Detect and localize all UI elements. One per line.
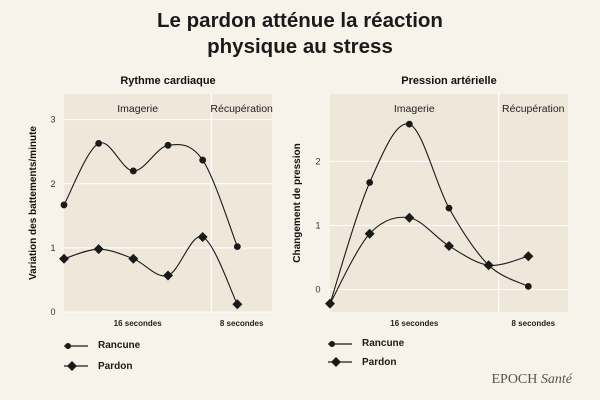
diamond-marker-icon [328,357,352,367]
chart1-time-label: 16 secondes [114,319,163,328]
chart1-y-axis-label: Variation des battements/minute [28,126,39,280]
chart1-time-label: 8 secondes [220,319,264,328]
chart1-phase-label: Imagerie [117,103,158,115]
chart2-y-axis-label: Changement de pression [292,143,303,262]
chart1-data-point-pardon [128,253,139,264]
chart1-data-point-rancune [233,243,241,251]
chart2-data-point-pardon [364,228,375,239]
chart2-data-point-rancune [524,282,532,290]
chart1-series-line-rancune [63,142,238,247]
chart1-tick-label: 2 [50,179,55,189]
chart2-data-point-pardon [325,298,335,309]
chart1-data-point-rancune [164,141,172,149]
chart2-data-point-rancune [405,120,413,128]
chart2-tick-label: 0 [315,285,320,295]
chart1-data-point-pardon [197,231,208,242]
chart2-time-label: 8 secondes [512,319,556,328]
chart1-chart-title: Rythme cardiaque [120,75,215,87]
title-line-2: physique au stress [207,35,393,58]
chart2-data-point-pardon [444,240,454,251]
page-title: Le pardon atténue la réaction physique a… [0,8,600,60]
title-line-1: Le pardon atténue la réaction [157,9,443,32]
legend-item-pardon: Pardon [62,360,132,372]
chart2-tick-label: 1 [315,220,320,230]
chart1-data-point-pardon [163,270,173,281]
chart1-tick-label: 3 [50,115,55,125]
chart1-data-point-pardon [232,299,243,310]
chart1-data-point-rancune [129,167,137,175]
chart1-data-point-rancune [95,139,103,147]
brand-logo: EPOCH Santé [491,372,572,388]
chart1-data-point-pardon [59,253,69,264]
chart1-tick-label: 0 [50,307,55,317]
legend2-label-rancune: Rancune [362,338,405,349]
chart2-tick-label: 2 [315,156,320,166]
circle-marker-icon [328,340,352,347]
legend2-item-pardon: Pardon [326,356,396,368]
chart2-data-point-rancune [445,204,453,212]
legend2-label-pardon: Pardon [362,356,397,368]
chart1-data-point-rancune [60,201,68,209]
brand-name: EPOCH [491,372,538,387]
chart1-phase-label: Récupération [210,103,273,115]
chart2-data-point-rancune [366,179,374,186]
legend-item-rancune: Rancune [62,340,140,351]
brand-suffix: Santé [540,372,572,387]
chart2-data-point-pardon [404,212,415,223]
chart1-data-point-pardon [93,244,104,255]
chart1-data-point-rancune [199,156,207,164]
circle-marker-icon [64,342,88,349]
legend-label-rancune: Rancune [98,340,141,351]
chart2-time-label: 16 secondes [390,319,439,328]
legend2-item-rancune: Rancune [326,338,404,349]
chart2-chart-title: Pression artérielle [401,75,496,87]
chart2-plot-area [330,94,568,312]
chart2-data-point-pardon [523,251,534,262]
chart1-tick-label: 1 [50,243,55,253]
chart2-phase-label: Récupération [502,103,565,115]
chart2-data-point-pardon [483,260,494,271]
chart2-phase-label: Imagerie [394,103,435,115]
diamond-marker-icon [64,361,88,371]
legend-label-pardon: Pardon [98,360,133,372]
